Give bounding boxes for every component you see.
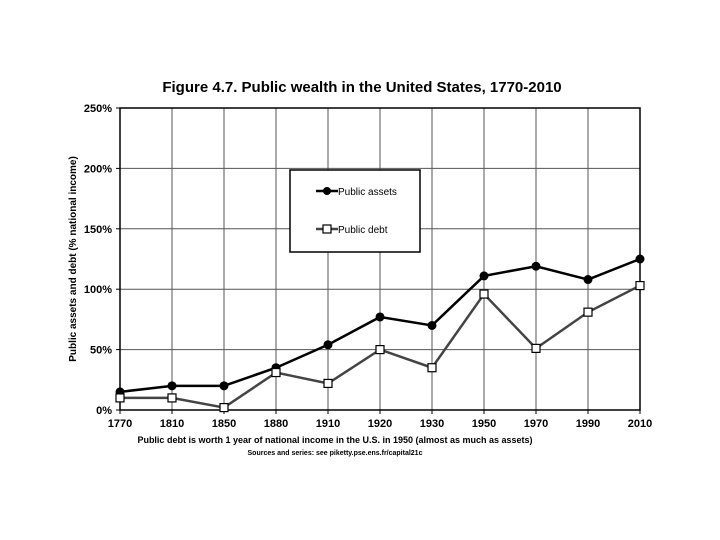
y-tick-label: 150% (84, 224, 112, 236)
x-tick-label: 1950 (472, 418, 496, 430)
y-tick-label: 200% (84, 163, 112, 175)
x-tick-label: 1850 (212, 418, 236, 430)
data-point-public-debt (219, 402, 229, 413)
x-tick-label: 2010 (628, 418, 652, 430)
legend-label-public-assets: Public assets (338, 187, 397, 198)
y-tick-label: 50% (90, 345, 112, 357)
y-tick-label: 0% (96, 405, 112, 417)
chart-title: Figure 4.7. Public wealth in the United … (162, 79, 561, 96)
x-tick-label: 1810 (160, 418, 184, 430)
x-axis: 1770 1810 1850 1880 1910 1920 1930 1950 1970 1990… (108, 410, 652, 430)
y-axis: 0% 50% 100% 150% 200% 250% (84, 103, 120, 417)
x-tick-label: 1930 (420, 418, 444, 430)
data-point-public-debt (323, 378, 333, 389)
data-point-public-debt (531, 343, 541, 353)
x-tick-label: 1770 (108, 418, 132, 430)
y-axis-label: Public assets and debt (% national incom… (68, 156, 79, 362)
x-tick-label: 1910 (316, 418, 340, 430)
data-point-public-debt (115, 393, 125, 403)
legend: Public assets Public debt (289, 169, 421, 253)
x-tick-label: 1970 (524, 418, 548, 430)
annotation-note: Public debt is worth 1 year of national … (137, 435, 532, 445)
data-point-public-assets (479, 271, 489, 281)
data-point-public-debt (167, 393, 177, 403)
data-point-public-assets (323, 340, 333, 350)
data-point-public-debt (583, 307, 593, 317)
legend-marker-public-assets (323, 187, 331, 195)
series-layer (115, 254, 645, 413)
data-point-public-assets (427, 320, 437, 330)
data-point-public-debt (271, 367, 281, 378)
data-point-public-assets (219, 381, 229, 391)
data-point-public-debt (427, 363, 437, 373)
legend-marker-public-debt (322, 224, 332, 234)
data-point-public-assets (531, 261, 541, 271)
x-tick-label: 1880 (264, 418, 288, 430)
legend-box (289, 169, 421, 253)
x-tick-label: 1990 (576, 418, 600, 430)
data-point-public-debt (479, 289, 489, 299)
data-point-public-assets (375, 312, 385, 322)
series-public-debt (115, 280, 645, 413)
data-point-public-assets (167, 381, 177, 391)
legend-label-public-debt: Public debt (338, 225, 388, 236)
data-point-public-debt (635, 280, 645, 291)
y-tick-label: 100% (84, 284, 112, 296)
data-point-public-assets (583, 275, 593, 285)
x-tick-label: 1920 (368, 418, 392, 430)
data-point-public-debt (375, 345, 385, 355)
grid (119, 107, 641, 411)
annotation-sources: Sources and series: see piketty.pse.ens.… (248, 450, 423, 457)
data-point-public-assets (635, 254, 645, 264)
y-tick-label: 250% (84, 103, 112, 115)
